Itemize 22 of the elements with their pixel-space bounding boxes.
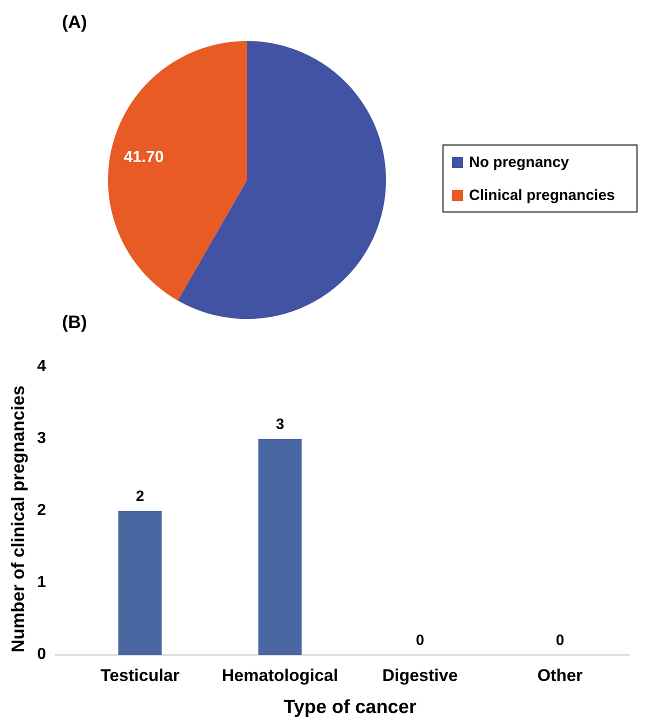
x-tick-label: Testicular (100, 666, 180, 685)
chart-title: (B) (62, 312, 87, 332)
chart-title: (A) (62, 12, 87, 32)
legend-label: Clinical pregnancies (469, 186, 615, 204)
y-tick-label: 1 (37, 574, 46, 592)
y-tick-label: 0 (37, 646, 46, 664)
x-tick-label: Other (537, 666, 584, 685)
y-tick-label: 2 (37, 502, 46, 520)
pie-slice (108, 41, 247, 301)
x-axis-title: Type of cancer (284, 697, 417, 718)
data-label: 41.70 (124, 149, 164, 166)
x-tick-label: Hematological (222, 666, 338, 685)
y-axis-title: Number of clinical pregnancies (8, 385, 28, 653)
y-tick-label: 3 (37, 430, 46, 448)
pie-slice (178, 41, 386, 319)
data-label: 0 (556, 632, 564, 649)
data-label: 2 (136, 488, 144, 505)
y-tick-label: 4 (37, 358, 46, 376)
data-label: 3 (276, 416, 284, 433)
x-tick-label: Digestive (382, 666, 458, 685)
legend-label: No pregnancy (469, 154, 570, 171)
data-label: 0 (416, 632, 424, 649)
